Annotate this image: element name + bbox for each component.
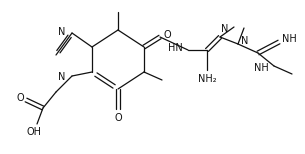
Text: N: N	[58, 27, 65, 37]
Text: HN: HN	[168, 43, 183, 53]
Text: N: N	[241, 36, 248, 46]
Text: O: O	[163, 30, 170, 40]
Text: O: O	[16, 93, 24, 103]
Text: O: O	[114, 113, 122, 123]
Text: N: N	[58, 72, 65, 82]
Text: NH: NH	[254, 63, 269, 73]
Text: NH₂: NH₂	[198, 74, 216, 84]
Text: N: N	[221, 24, 228, 34]
Text: NH: NH	[282, 34, 297, 44]
Text: OH: OH	[27, 127, 41, 137]
